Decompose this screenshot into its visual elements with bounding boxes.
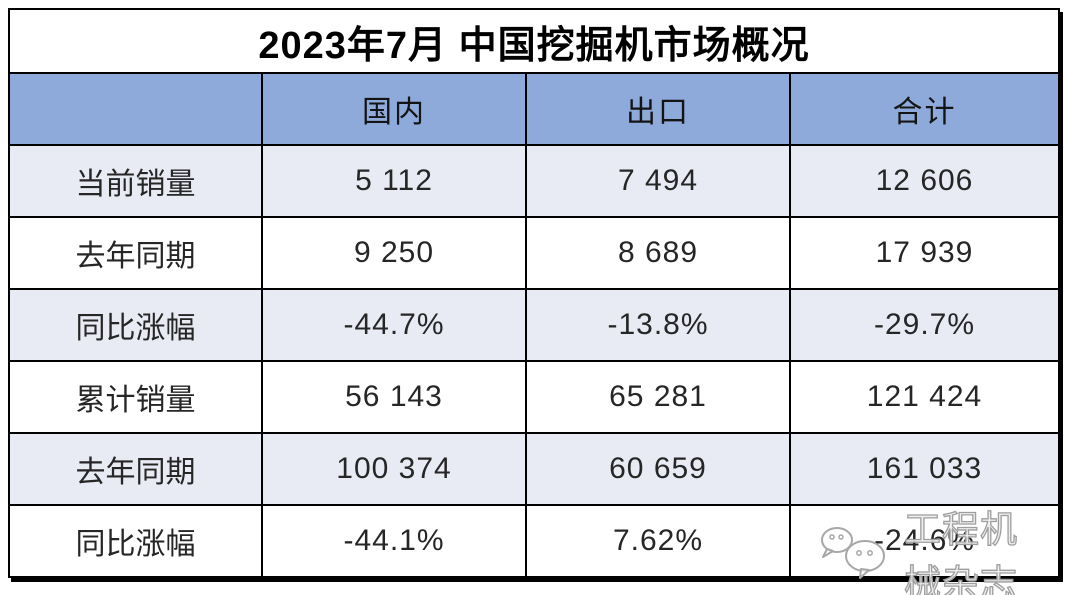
cell-value: 9 250: [261, 216, 527, 290]
cell-value: 5 112: [261, 144, 527, 218]
header-cell-total: 合计: [789, 72, 1060, 146]
row-label: 累计销量: [8, 360, 263, 434]
cell-value: -29.7%: [789, 288, 1060, 362]
cell-value: 60 659: [525, 432, 791, 506]
header-row: 国内 出口 合计: [8, 72, 1060, 146]
title-row: 2023年7月 中国挖掘机市场概况: [8, 8, 1060, 74]
cell-value: 56 143: [261, 360, 527, 434]
cell-value: 65 281: [525, 360, 791, 434]
cell-value: 17 939: [789, 216, 1060, 290]
header-cell-domestic: 国内: [261, 72, 527, 146]
row-label: 同比涨幅: [8, 504, 263, 578]
row-label: 去年同期: [8, 216, 263, 290]
cell-value: -44.1%: [261, 504, 527, 578]
cell-value: 121 424: [789, 360, 1060, 434]
table-row: 累计销量 56 143 65 281 121 424: [8, 360, 1060, 434]
cell-value: -24.6%: [789, 504, 1060, 578]
cell-value: 7 494: [525, 144, 791, 218]
cell-value: 8 689: [525, 216, 791, 290]
cell-value: 100 374: [261, 432, 527, 506]
table-row: 当前销量 5 112 7 494 12 606: [8, 144, 1060, 218]
header-cell-export: 出口: [525, 72, 791, 146]
excavator-market-table: 2023年7月 中国挖掘机市场概况 国内 出口 合计 当前销量 5 112 7 …: [8, 8, 1060, 578]
cell-value: 161 033: [789, 432, 1060, 506]
row-label: 当前销量: [8, 144, 263, 218]
cell-value: -13.8%: [525, 288, 791, 362]
table-title: 2023年7月 中国挖掘机市场概况: [8, 8, 1060, 74]
table-row: 同比涨幅 -44.1% 7.62% -24.6%: [8, 504, 1060, 578]
cell-value: -44.7%: [261, 288, 527, 362]
table-row: 去年同期 9 250 8 689 17 939: [8, 216, 1060, 290]
cell-value: 12 606: [789, 144, 1060, 218]
header-cell-blank: [8, 72, 263, 146]
row-label: 同比涨幅: [8, 288, 263, 362]
table-row: 同比涨幅 -44.7% -13.8% -29.7%: [8, 288, 1060, 362]
row-label: 去年同期: [8, 432, 263, 506]
cell-value: 7.62%: [525, 504, 791, 578]
table-row: 去年同期 100 374 60 659 161 033: [8, 432, 1060, 506]
